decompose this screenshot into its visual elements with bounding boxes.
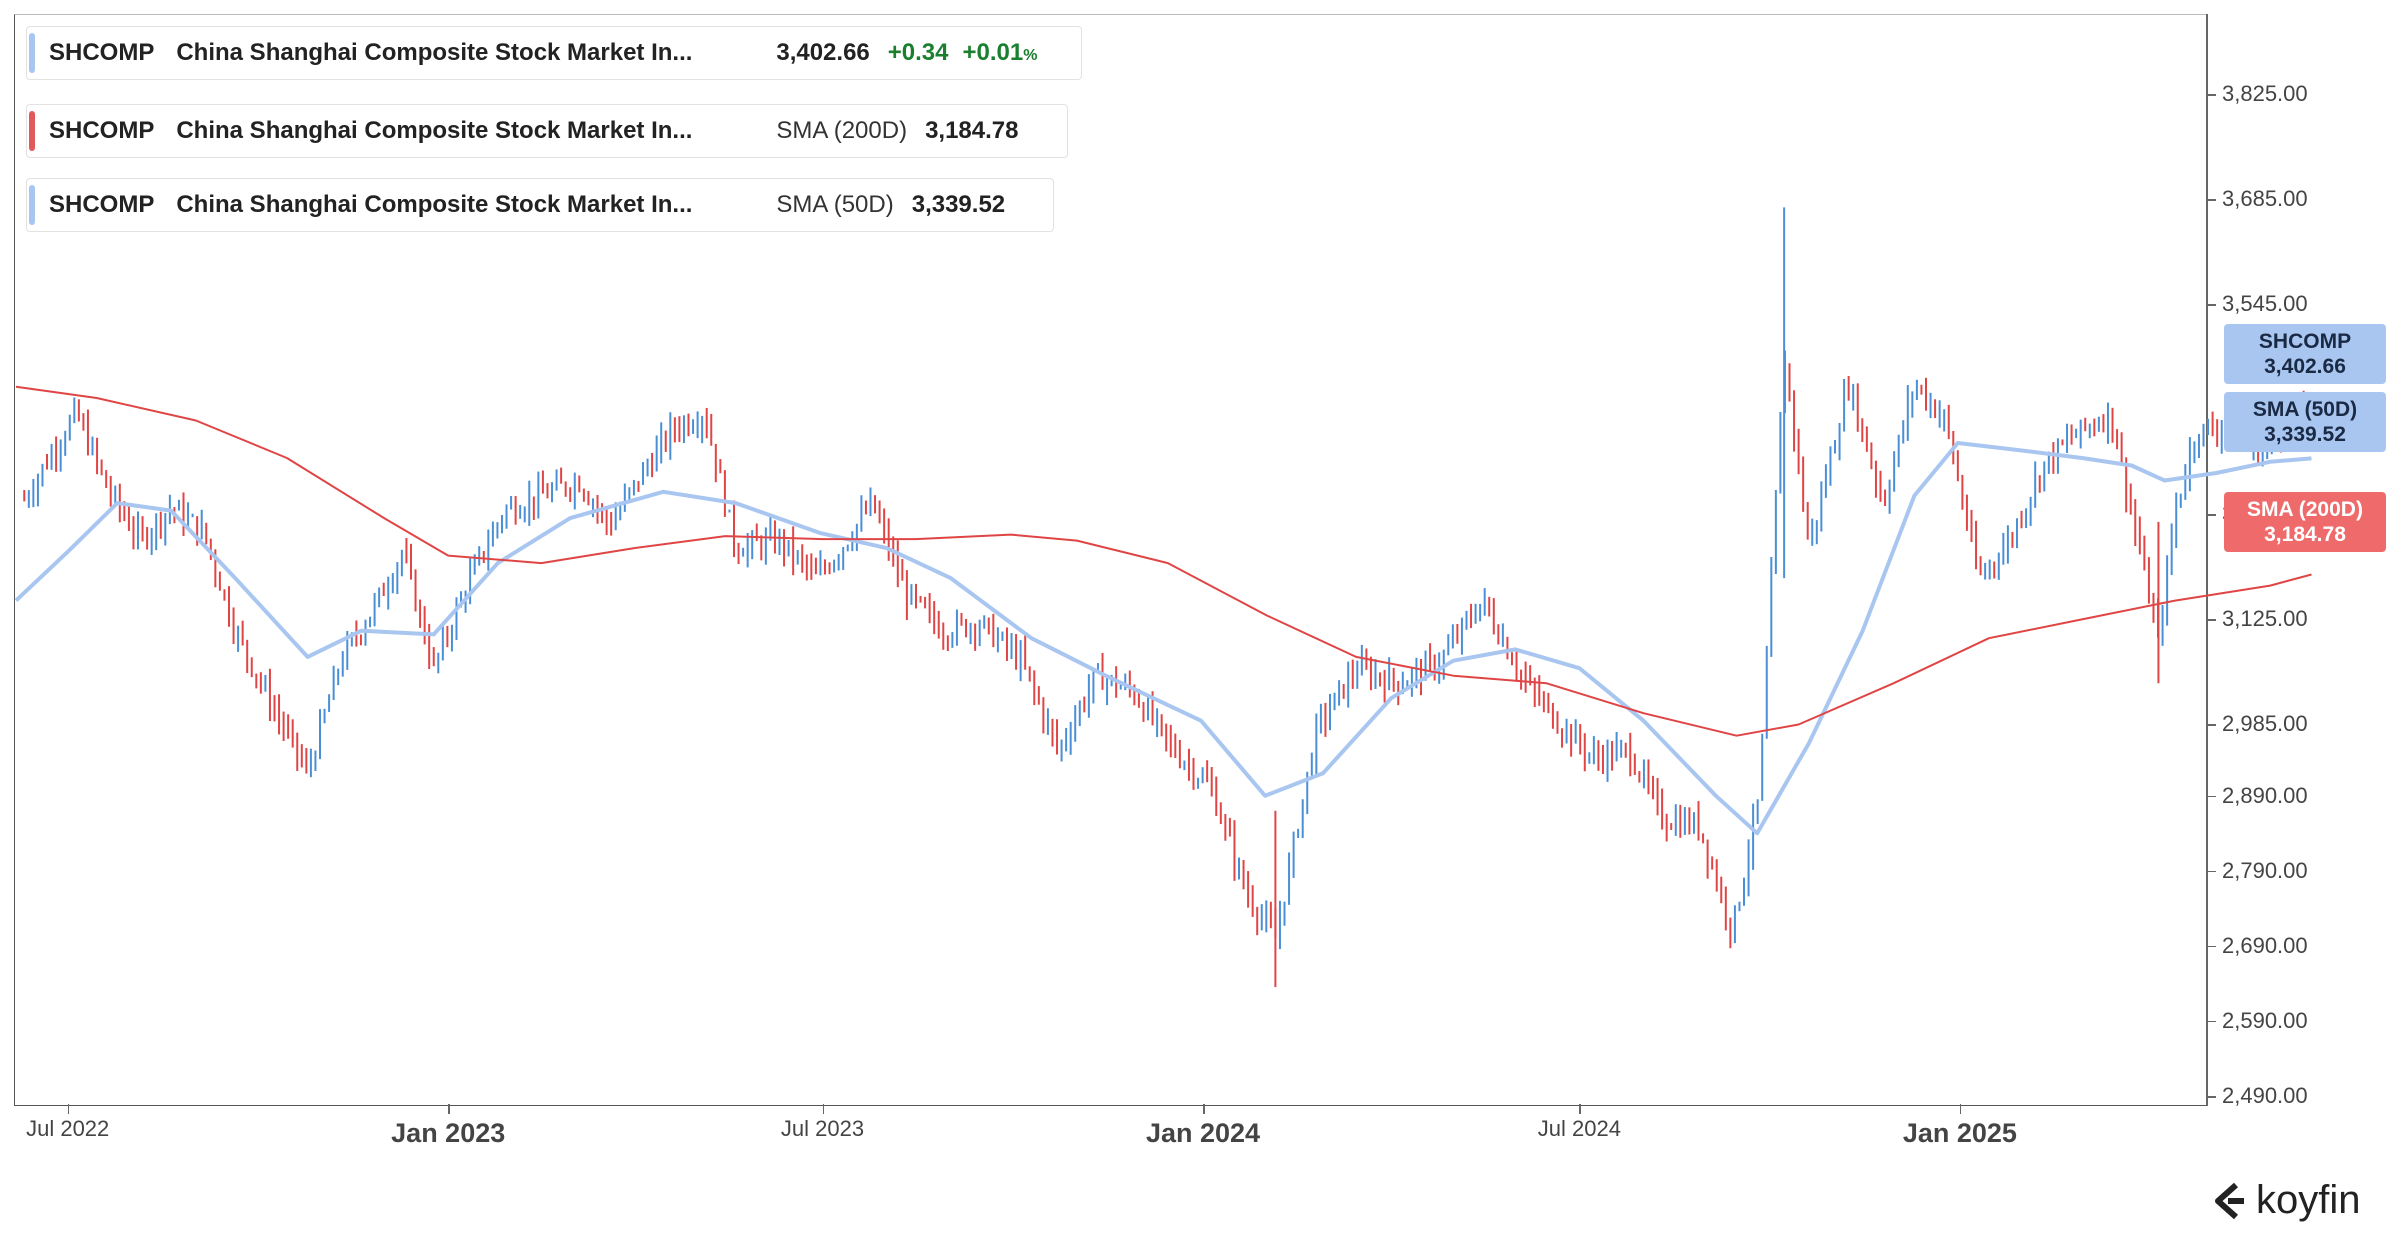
badge-last-price: SHCOMP 3,402.66 <box>2224 324 2386 384</box>
legend-indicator-value: 3,339.52 <box>911 191 1006 218</box>
legend-security-name: China Shanghai Composite Stock Market In… <box>176 117 693 144</box>
y-tick-label: 2,790.00 <box>2222 857 2308 883</box>
badge-sma-50: SMA (50D) 3,339.52 <box>2224 392 2386 452</box>
plot-area[interactable] <box>14 14 2207 1106</box>
brand-name: koyfin <box>2256 1178 2361 1222</box>
price-bars <box>23 207 2310 988</box>
legend-change: +0.34 <box>887 39 949 66</box>
legend-ticker: SHCOMP <box>49 191 155 218</box>
sma-200-line <box>15 385 2312 737</box>
legend-indicator: SMA (50D) <box>776 191 894 218</box>
y-tick-label: 3,685.00 <box>2222 186 2308 212</box>
y-tick <box>2206 1096 2216 1098</box>
y-tick <box>2206 945 2216 948</box>
x-tick <box>1203 1104 1205 1114</box>
legend-ticker: SHCOMP <box>49 39 155 66</box>
legend-sma-50[interactable]: SHCOMP China Shanghai Composite Stock Ma… <box>26 178 1054 232</box>
y-tick <box>2206 514 2216 516</box>
badge-last-price-value: 3,402.66 <box>2264 355 2346 378</box>
badge-sma-50-value: 3,339.52 <box>2264 423 2346 446</box>
x-tick-label: Jan 2025 <box>1902 1118 2017 1148</box>
x-tick-label: Jul 2022 <box>26 1116 110 1141</box>
y-tick-label: 2,590.00 <box>2222 1007 2308 1033</box>
y-tick-label: 3,125.00 <box>2222 606 2308 632</box>
badge-sma-50-label: SMA (50D) <box>2252 398 2358 421</box>
x-tick-label: Jan 2024 <box>1145 1118 1261 1148</box>
x-tick-label: Jan 2023 <box>391 1118 506 1148</box>
y-tick-label: 2,985.00 <box>2222 711 2308 737</box>
y-tick <box>2206 870 2216 873</box>
x-tick <box>1959 1104 1962 1114</box>
y-tick <box>2206 724 2216 726</box>
x-tick <box>448 1104 450 1114</box>
x-tick-label: Jul 2023 <box>780 1116 865 1141</box>
badge-sma-200: SMA (200D) 3,184.78 <box>2224 492 2386 552</box>
y-tick <box>2206 619 2216 621</box>
legend-security-name: China Shanghai Composite Stock Market In… <box>176 191 693 218</box>
y-tick <box>2206 199 2216 201</box>
sma-lines <box>14 385 2312 836</box>
legend-swatch <box>29 185 35 225</box>
legend-indicator: SMA (200D) <box>776 117 908 144</box>
x-tick <box>1579 1104 1581 1114</box>
badge-last-price-label: SHCOMP <box>2258 330 2352 353</box>
legend-indicator-value: 3,184.78 <box>925 117 1019 144</box>
y-tick-label: 2,490.00 <box>2222 1083 2308 1108</box>
x-tick-label: Jul 2024 <box>1537 1116 1621 1141</box>
legend-security-name: China Shanghai Composite Stock Market In… <box>176 39 693 66</box>
legend-pct-sign: % <box>1023 47 1038 64</box>
sma-50-line <box>14 441 2312 836</box>
koyfin-logo[interactable]: koyfin <box>2208 1178 2361 1223</box>
legend-swatch <box>29 33 35 73</box>
x-tick <box>67 1104 70 1114</box>
legend-last-price: 3,402.66 <box>776 39 870 66</box>
y-tick <box>2206 1020 2216 1023</box>
y-tick-label: 3,825.00 <box>2222 81 2308 106</box>
legend-change-pct-value: +0.01 <box>962 39 1024 66</box>
y-tick-label: 3,545.00 <box>2222 291 2308 317</box>
y-tick <box>2206 94 2216 96</box>
x-tick <box>822 1104 824 1114</box>
legend-sma-200[interactable]: SHCOMP China Shanghai Composite Stock Ma… <box>26 104 1068 158</box>
y-tick <box>2206 304 2216 306</box>
y-tick-label: 2,890.00 <box>2222 782 2308 808</box>
badge-sma-200-value: 3,184.78 <box>2264 523 2346 546</box>
y-tick-label: 2,690.00 <box>2222 932 2308 958</box>
y-tick <box>2206 795 2216 798</box>
legend-swatch <box>29 111 35 151</box>
koyfin-chevron-icon <box>2215 1182 2244 1219</box>
y-axis-line <box>2206 14 2208 1106</box>
legend-change-pct: +0.01% <box>963 39 1038 67</box>
legend-ticker: SHCOMP <box>49 117 155 144</box>
badge-sma-200-label: SMA (200D) <box>2247 498 2363 521</box>
legend-shcomp-price[interactable]: SHCOMP China Shanghai Composite Stock Ma… <box>26 26 1082 80</box>
